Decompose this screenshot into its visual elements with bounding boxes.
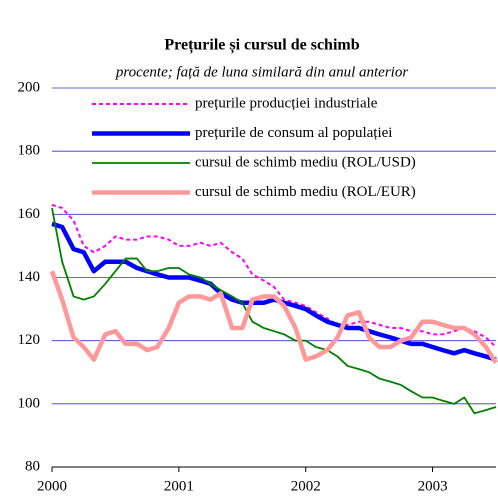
y-tick-label: 200 xyxy=(18,79,41,95)
y-tick-label: 100 xyxy=(18,395,41,411)
x-tick-label: 2003 xyxy=(418,478,448,494)
series-line xyxy=(49,270,498,364)
x-tick-label: 2001 xyxy=(164,478,194,494)
chart-subtitle: procente; față de luna similară din anul… xyxy=(115,64,409,80)
legend-label: cursul de schimb mediu (ROL/USD) xyxy=(195,154,416,170)
legend-label: prețurile producției industriale xyxy=(195,95,378,111)
y-tick-label: 120 xyxy=(18,332,41,348)
legend-label: prețurile de consum al populației xyxy=(195,125,392,141)
series-line xyxy=(51,207,497,415)
y-tick-label: 160 xyxy=(18,206,41,222)
chart-title: Prețurile și cursul de schimb xyxy=(164,37,359,55)
legend-label: cursul de schimb mediu (ROL/EUR) xyxy=(195,184,416,200)
y-tick-label: 180 xyxy=(18,143,41,159)
y-tick-label: 140 xyxy=(18,269,41,285)
x-tick-label: 2002 xyxy=(291,478,321,494)
x-tick-label: 2000 xyxy=(37,478,67,494)
y-tick-label: 80 xyxy=(25,458,40,474)
series-line xyxy=(51,203,497,348)
series-line xyxy=(51,221,497,362)
